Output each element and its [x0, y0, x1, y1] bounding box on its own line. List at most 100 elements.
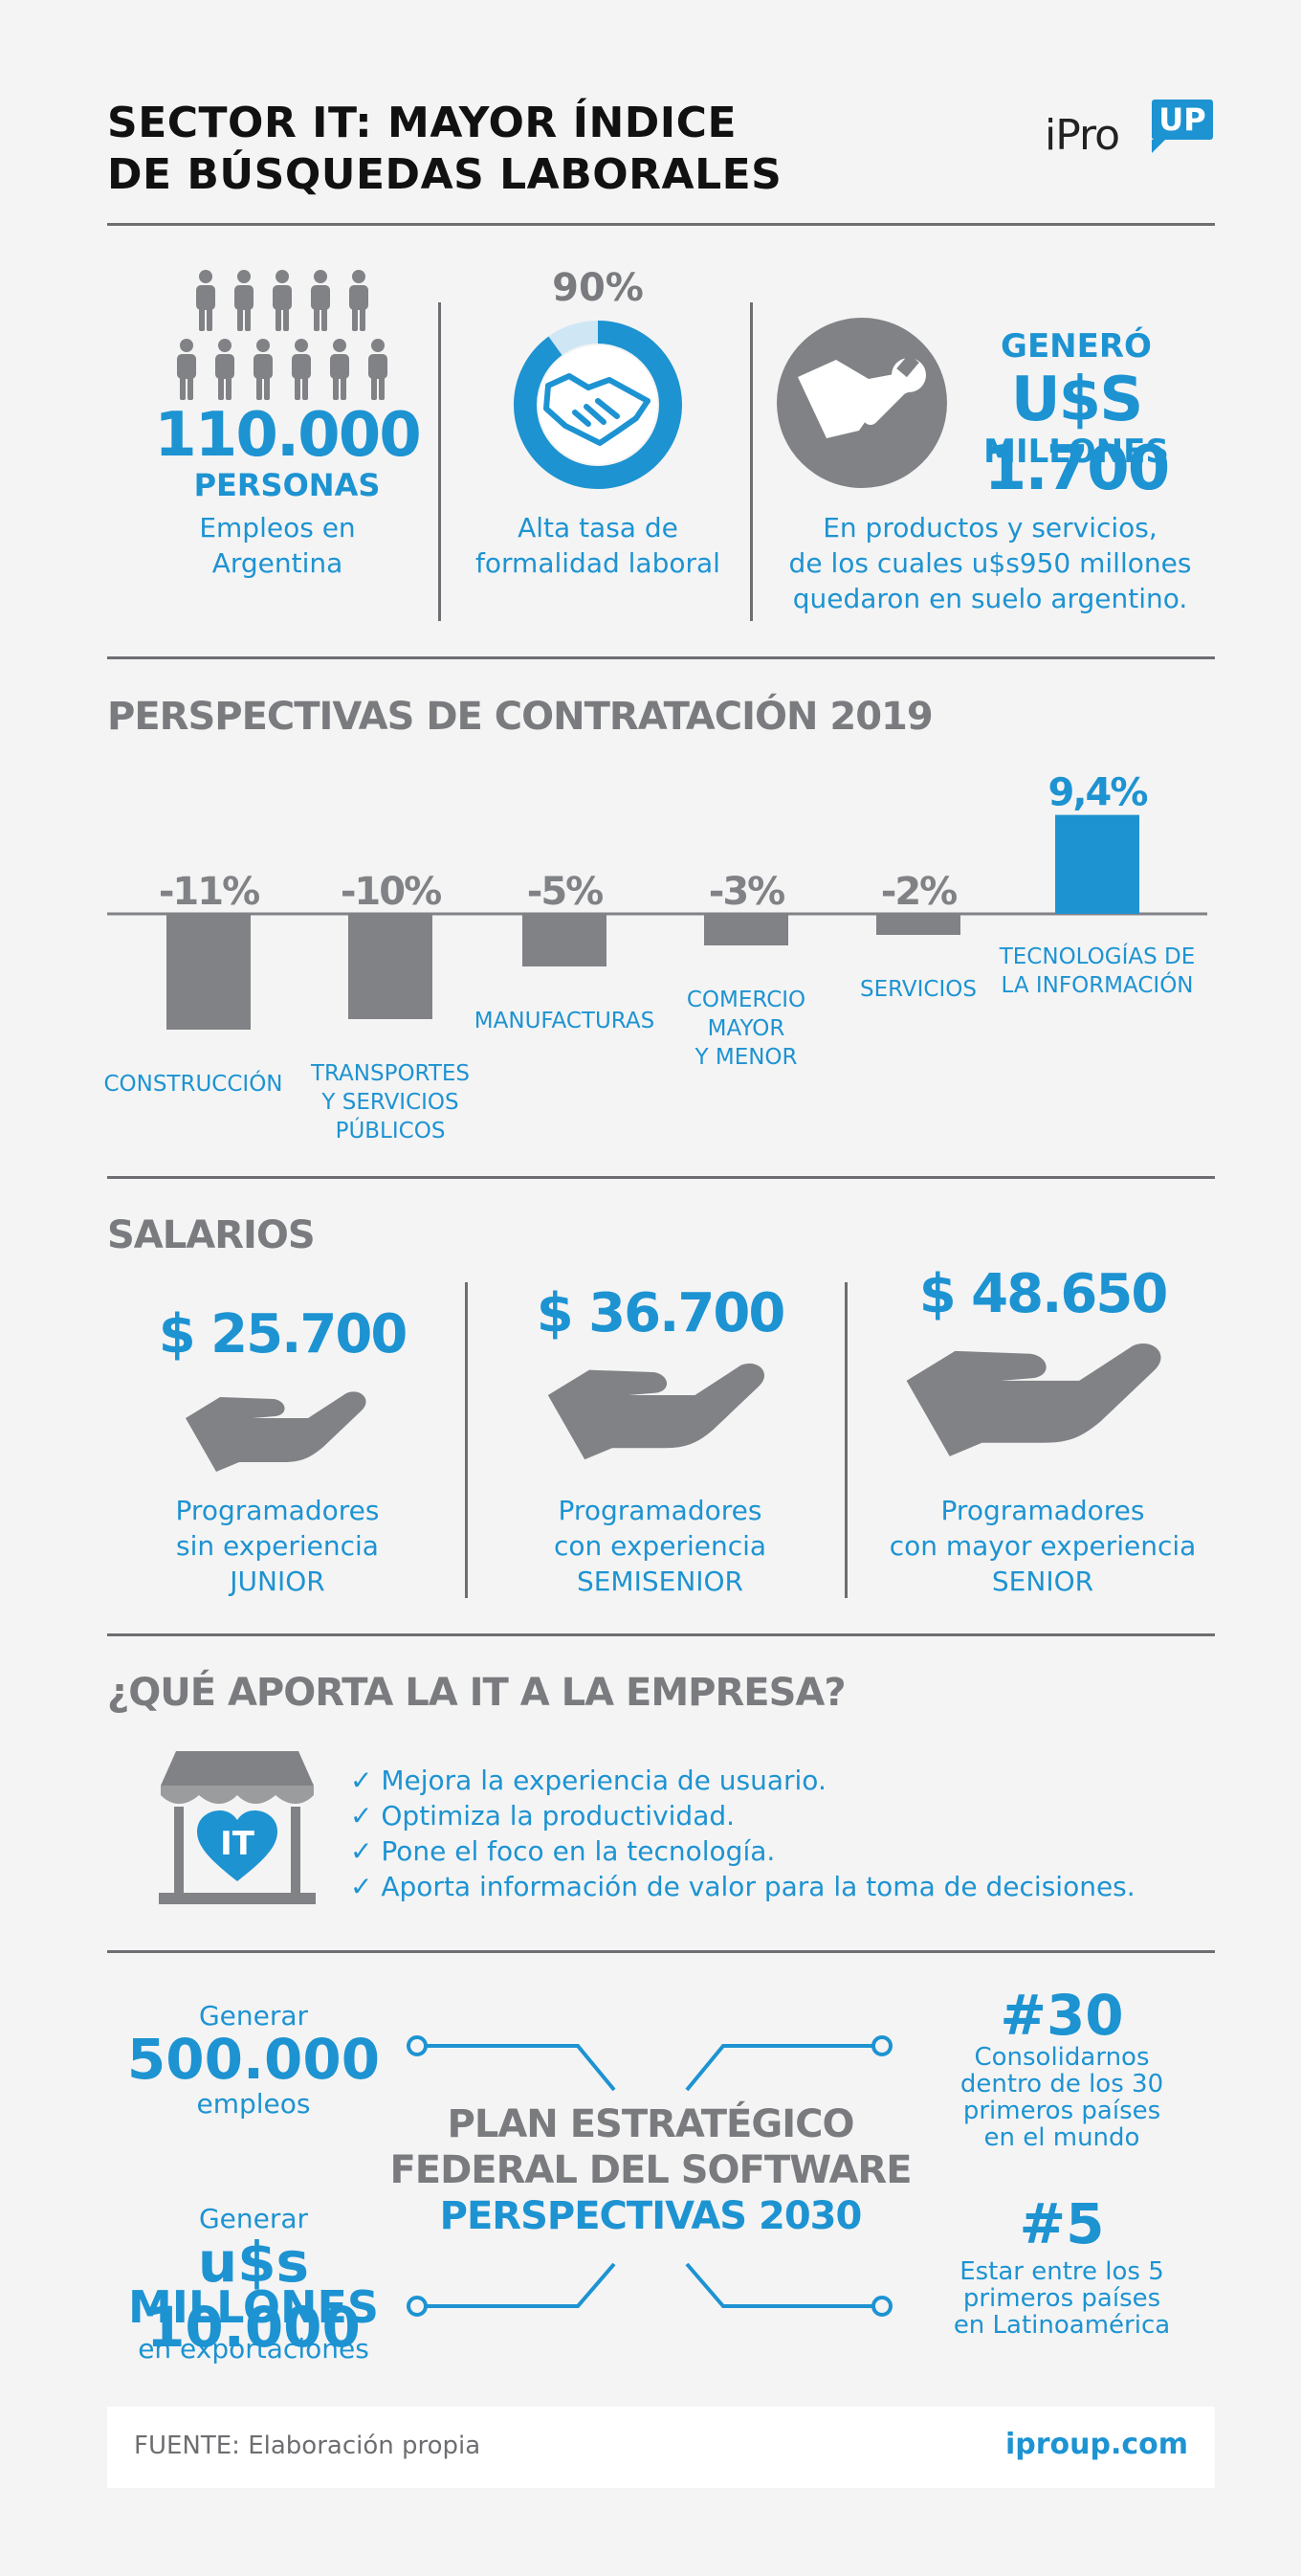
handshake-ring-icon [514, 321, 682, 489]
plan-world-line-3: primeros países [962, 2097, 1161, 2125]
chart-category-label: TRANSPORTES Y SERVICIOS PÚBLICOS [310, 1061, 470, 1139]
people-unit: PERSONAS [193, 467, 381, 503]
wrench-hand-icon [777, 318, 947, 488]
footer-site-link[interactable]: iproup.com [1004, 2428, 1188, 2461]
chart-value-label: -5% [527, 870, 603, 914]
salaries-section-title: SALARIOS [107, 1213, 316, 1257]
footer-source: FUENTE: Elaboración propia [134, 2432, 481, 2460]
people-caption-line-1: Empleos en [199, 512, 356, 544]
chart-category-label: MANUFACTURAS [474, 1009, 654, 1033]
hand-senior-icon [906, 1343, 1161, 1456]
divider-hiring [107, 1176, 1215, 1179]
plan-jobs-pre: Generar [198, 2000, 309, 2032]
salary-junior-caption: Programadores sin experiencia JUNIOR [115, 1493, 440, 1599]
salary-senior-line-1: Programadores [940, 1495, 1145, 1526]
chart-category-label: CONSTRUCCIÓN [103, 1070, 282, 1097]
chart-value-label: -2% [881, 870, 957, 914]
revenue-line-3: MILLONES [983, 433, 1169, 471]
people-icon [177, 270, 387, 400]
footer: FUENTE: Elaboración propia iproup.com [107, 2407, 1215, 2488]
plan-latam-line-3: en Latinoamérica [953, 2311, 1171, 2340]
revenue-caption: En productos y servicios, de los cuales … [765, 510, 1215, 616]
plan-exports-post: en exportaciones [138, 2333, 369, 2365]
contribution-item-productivity: Optimiza la productividad. [350, 1798, 1211, 1833]
formality-caption-line-1: Alta tasa de [518, 512, 678, 544]
plan-connector-lines [407, 2035, 893, 2317]
salary-senior-caption: Programadores con mayor experiencia SENI… [861, 1493, 1224, 1599]
plan-title: PLAN ESTRATÉGICO FEDERAL DEL SOFTWARE PE… [383, 2101, 918, 2239]
formality-caption: Alta tasa de formalidad laboral [450, 510, 746, 581]
salary-semisenior-amount: $ 36.700 [536, 1282, 786, 1344]
chart-value-label: -11% [159, 870, 259, 914]
logo-badge: UP [1152, 100, 1213, 140]
formality-progress-ring [514, 321, 682, 489]
plan-world-line-2: dentro de los 30 [959, 2070, 1164, 2099]
plan-latam-line-2: primeros países [962, 2284, 1161, 2313]
salary-semisenior-line-1: Programadores [558, 1495, 762, 1526]
page-title-line-2: DE BÚSQUEDAS LABORALES [107, 150, 783, 199]
salary-senior-line-2: con mayor experiencia [889, 1530, 1197, 1562]
hand-junior-icon [186, 1391, 366, 1472]
chart-value-label: -3% [709, 870, 784, 914]
revenue-caption-line-3: quedaron en suelo argentino. [792, 583, 1188, 614]
plan-exports-value: u$s 10.000 [146, 2230, 361, 2360]
divider-stats-1 [438, 302, 441, 621]
salary-semisenior-line-2: con experiencia [553, 1530, 767, 1562]
chart-bar [522, 914, 606, 966]
contribution-section-title: ¿QUÉ APORTA LA IT A LA EMPRESA? [107, 1671, 847, 1715]
plan-title-line-1: PLAN ESTRATÉGICO [447, 2102, 855, 2146]
plan-exports-pre: Generar [198, 2203, 309, 2234]
formality-caption-line-2: formalidad laboral [475, 547, 720, 579]
plan-title-line-3: PERSPECTIVAS 2030 [439, 2194, 863, 2238]
chart-value-label: -10% [341, 870, 441, 914]
divider-salaries-1 [465, 1282, 468, 1598]
salary-senior-line-3: SENIOR [991, 1566, 1094, 1597]
divider-salaries-2 [845, 1282, 848, 1598]
salary-junior-line-2: sin experiencia [176, 1530, 379, 1562]
salary-junior-amount: $ 25.700 [158, 1303, 408, 1366]
divider-stats [107, 656, 1215, 659]
chart-bar [166, 914, 251, 1030]
plan-world-line-1: Consolidarnos [974, 2043, 1150, 2072]
contribution-list: Mejora la experiencia de usuario. Optimi… [350, 1763, 1211, 1904]
salary-junior-line-3: JUNIOR [230, 1566, 325, 1597]
chart-category-label: COMERCIO MAYOR Y MENOR [687, 988, 805, 1070]
divider-contribution [107, 1950, 1215, 1953]
salary-semisenior-line-3: SEMISENIOR [576, 1566, 744, 1597]
salary-semisenior-caption: Programadores con experiencia SEMISENIOR [497, 1493, 823, 1599]
plan-jobs-post: empleos [196, 2088, 311, 2120]
salary-junior-line-1: Programadores [175, 1495, 380, 1526]
chart-category-label: TECNOLOGÍAS DE LA INFORMACIÓN [999, 943, 1196, 998]
handshake-icon [543, 373, 650, 446]
plan-world-line-4: en el mundo [983, 2123, 1140, 2152]
logo-text: iPro [1045, 111, 1120, 160]
chart-bar [876, 914, 960, 935]
plan-title-line-2: FEDERAL DEL SOFTWARE [389, 2148, 912, 2192]
revenue-caption-line-1: En productos y servicios, [823, 512, 1158, 544]
page-title: SECTOR IT: MAYOR ÍNDICE DE BÚSQUEDAS LAB… [107, 98, 782, 201]
plan-world-caption: Consolidarnos dentro de los 30 primeros … [918, 2044, 1205, 2151]
chart-bar [348, 914, 432, 1019]
people-caption-line-2: Argentina [211, 547, 343, 579]
divider-stats-2 [750, 302, 753, 621]
plan-latam-line-1: Estar entre los 5 [959, 2257, 1164, 2286]
contribution-item-decisions: Aporta información de valor para la toma… [350, 1869, 1211, 1904]
contribution-item-technology: Pone el foco en la tecnología. [350, 1833, 1211, 1869]
revenue-line-1: GENERÓ [1001, 327, 1152, 366]
plan-world-rank: #30 [1000, 1983, 1124, 2048]
divider-header [107, 223, 1215, 226]
chart-category-label: SERVICIOS [860, 977, 977, 1002]
page-title-line-1: SECTOR IT: MAYOR ÍNDICE [107, 99, 738, 147]
salary-senior-amount: $ 48.650 [918, 1263, 1169, 1325]
plan-latam-rank: #5 [1019, 2191, 1105, 2256]
chart-bar [1055, 814, 1139, 914]
it-store-icon: IT [159, 1751, 316, 1904]
hiring-bar-chart: -11% CONSTRUCCIÓN -10% TRANSPORTES Y SERVICI… [103, 771, 1207, 1139]
hiring-section-title: PERSPECTIVAS DE CONTRATACIÓN 2019 [107, 695, 934, 739]
chart-bar [704, 914, 788, 945]
contribution-item-ux: Mejora la experiencia de usuario. [350, 1763, 1211, 1798]
plan-jobs-value: 500.000 [126, 2027, 381, 2092]
iproup-logo: iPro UP [1045, 100, 1217, 161]
people-count: 110.000 [154, 400, 422, 471]
plan-exports-value-2: MILLONES [127, 2281, 380, 2333]
